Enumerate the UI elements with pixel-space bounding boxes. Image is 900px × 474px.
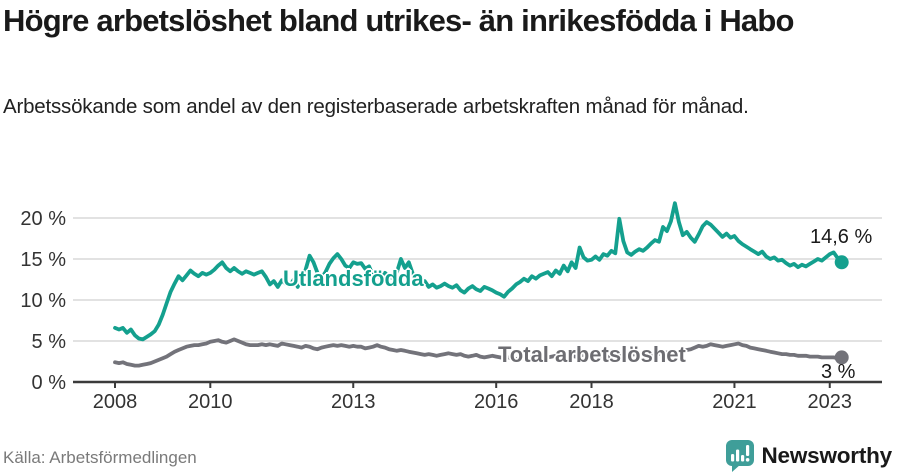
series-label-total-arbetsloshet: Total arbetslöshet [498,342,686,367]
page-title: Högre arbetslöshet bland utrikes- än inr… [3,3,794,38]
series-line-utlandsfodda [113,201,844,342]
series-line-total [113,337,844,368]
y-tick-label-15: 15 % [20,249,66,271]
series-end-dot-total [834,350,849,365]
x-tick-label-2008: 2008 [93,391,138,413]
x-tick-label-2016: 2016 [474,391,519,413]
x-tick-label-2021: 2021 [712,391,757,413]
end-value-label-total: 3 % [821,361,856,383]
page-subtitle: Arbetssökande som andel av den registerb… [3,95,749,118]
y-tick-label-5: 5 % [32,331,67,353]
x-tick-label-2010: 2010 [188,391,233,413]
source-note: Källa: Arbetsförmedlingen [3,448,197,467]
y-tick-label-0: 0 % [32,372,67,394]
series-label-utlandsfodda: Utlandsfödda [283,266,424,291]
end-value-label-utlandsfodda: 14,6 % [810,226,873,248]
x-tick-label-2013: 2013 [331,391,376,413]
newsworthy-chart-bubble-icon [726,440,755,472]
series-end-dot-utlandsfodda [834,255,849,270]
unemployment-line-chart: 0 % 5 % 10 % 15 % 20 % 2008 2010 2013 2016 2018 20… [20,201,882,413]
x-tick-label-2023: 2023 [808,391,853,413]
newsworthy-wordmark: Newsworthy [761,443,892,468]
x-tick-label-2018: 2018 [569,391,614,413]
y-tick-label-10: 10 % [20,290,66,312]
y-tick-label-20: 20 % [20,208,66,230]
newsworthy-logo: Newsworthy [725,440,892,472]
